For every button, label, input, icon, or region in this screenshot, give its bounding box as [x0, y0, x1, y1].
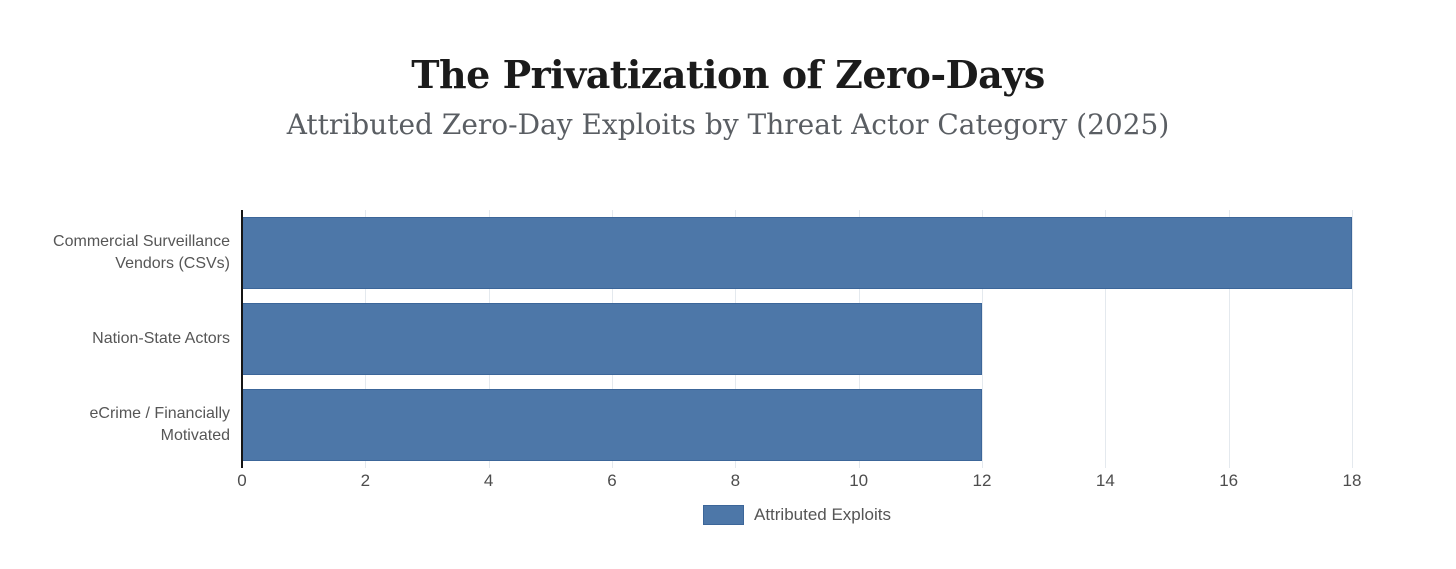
legend-swatch-icon — [702, 505, 744, 525]
gridline — [982, 210, 983, 468]
plot-area — [241, 210, 1353, 468]
chart-title: The Privatization of Zero-Days — [411, 52, 1045, 97]
gridline — [1352, 210, 1353, 468]
gridline — [1105, 210, 1107, 468]
category-label-2: eCrime / Financially Motivated — [89, 404, 230, 444]
legend: Attributed Exploits — [242, 505, 1352, 525]
x-tick-label-14: 14 — [1095, 471, 1115, 490]
x-axis-labels: 0 2 4 6 8 10 12 14 16 18 — [237, 471, 1361, 495]
x-tick-label-2: 2 — [360, 471, 371, 490]
legend-item-attributed-exploits[interactable]: Attributed Exploits — [702, 505, 891, 525]
x-tick-label-6: 6 — [607, 471, 617, 490]
y-axis-line — [241, 210, 243, 468]
category-label-0: Commercial Surveillance Vendors (CSVs) — [53, 232, 230, 272]
x-tick-label-18: 18 — [1342, 471, 1362, 490]
gridline — [1228, 210, 1230, 468]
x-tick-label-12: 12 — [972, 471, 992, 490]
x-tick-label-4: 4 — [483, 471, 494, 490]
chart-subtitle: Attributed Zero-Day Exploits by Threat A… — [286, 108, 1170, 141]
bar-0 — [242, 217, 1352, 289]
category-label-1: Nation-State Actors — [92, 329, 230, 347]
x-tick-label-16: 16 — [1219, 471, 1239, 490]
legend-label: Attributed Exploits — [753, 505, 891, 524]
bar-2 — [242, 389, 982, 461]
bar-1 — [242, 303, 982, 375]
x-tick-label-0: 0 — [237, 471, 247, 490]
y-axis-labels: Commercial Surveillance Vendors (CSVs) Na… — [0, 210, 230, 468]
x-tick-label-10: 10 — [849, 471, 869, 490]
x-tick-label-8: 8 — [730, 471, 741, 490]
